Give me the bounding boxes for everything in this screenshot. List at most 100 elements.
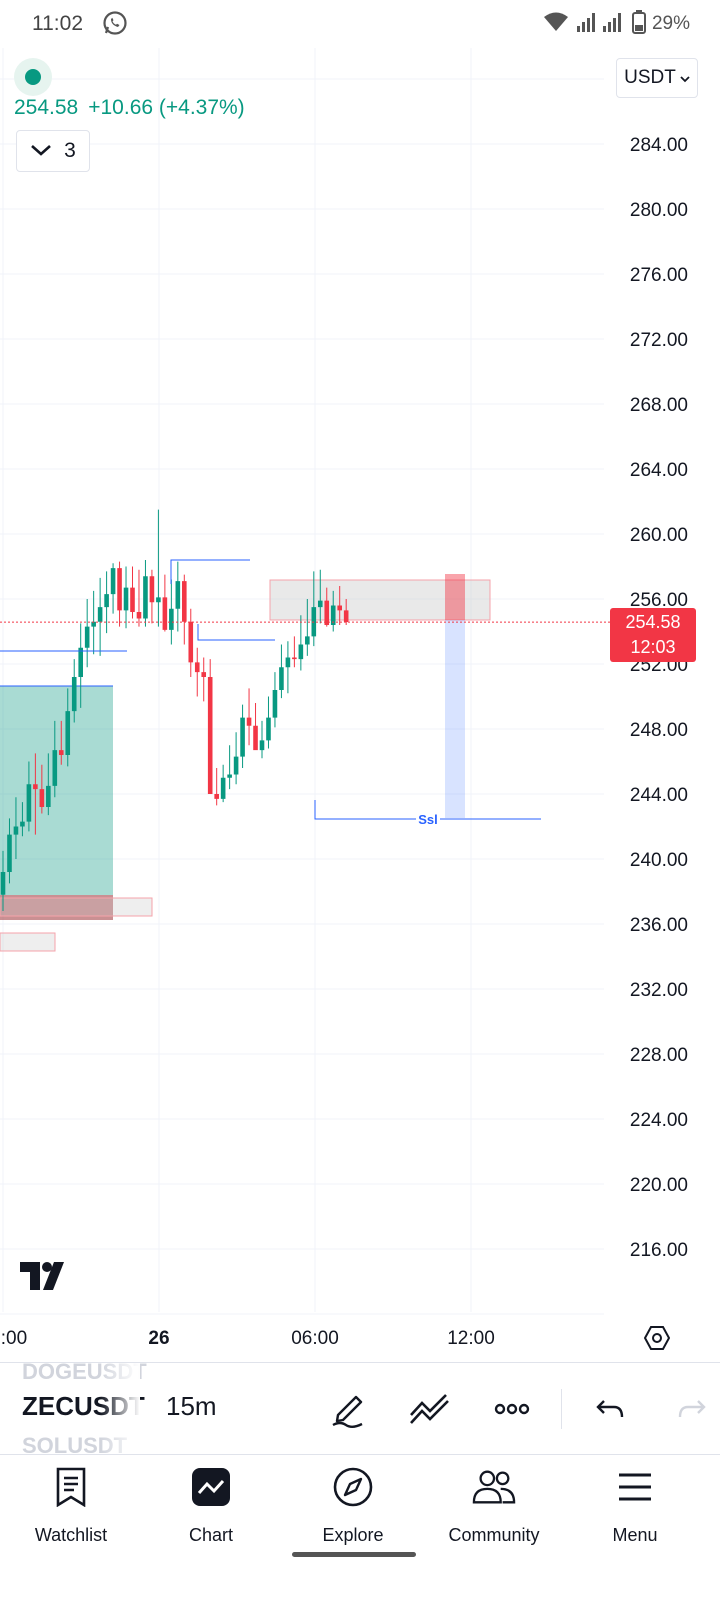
chart-settings-icon[interactable]	[643, 1325, 671, 1356]
short-stop-zone	[445, 574, 465, 620]
candle-up	[71, 677, 77, 712]
candle-up	[272, 690, 278, 718]
candle-up	[156, 597, 161, 603]
nav-community[interactable]: Community	[429, 1465, 559, 1555]
status-icons: 29%	[542, 9, 690, 39]
nav-chart[interactable]: Chart	[146, 1465, 276, 1555]
candle-up	[317, 600, 323, 608]
candle-down	[201, 672, 207, 677]
battery-icon	[631, 9, 646, 39]
tradingview-logo-icon[interactable]	[20, 1262, 74, 1295]
supply-zone-high	[269, 579, 491, 621]
ssl-label-bg	[416, 811, 440, 827]
nav-community-label: Community	[448, 1525, 540, 1545]
price-axis-label: 240.00	[630, 850, 688, 871]
candle-down	[136, 612, 142, 619]
indicators-count: 3	[64, 139, 76, 162]
level-line-mid	[197, 624, 275, 641]
status-time: 11:02	[32, 12, 83, 35]
candle-up	[91, 621, 96, 627]
legend-price-line: 254.58 +10.66 (+4.37%)	[14, 96, 255, 120]
status-bar: 11:02 29%	[0, 0, 720, 48]
candle-down	[130, 587, 135, 612]
candle-up	[26, 784, 32, 822]
ssl-label: Ssl	[418, 812, 438, 827]
redo-icon[interactable]	[670, 1387, 714, 1431]
currency-selector[interactable]: USDT	[616, 58, 698, 98]
undo-icon[interactable]	[588, 1387, 632, 1431]
candle-down	[33, 784, 38, 790]
price-axis-label: 276.00	[630, 265, 688, 286]
candle-up	[259, 740, 265, 751]
candle-down	[149, 576, 155, 603]
indicators-icon[interactable]	[408, 1387, 452, 1431]
whatsapp-icon	[102, 10, 128, 36]
toolbar-divider	[561, 1389, 562, 1429]
price-axis-label: 268.00	[630, 395, 688, 416]
last-price-tag: 254.58 12:03	[610, 608, 696, 662]
nav-explore[interactable]: Explore	[288, 1465, 418, 1555]
chart-toolbar: DOGEUSDT ZECUSDT SOLUSDT 15m	[0, 1359, 720, 1458]
candle-up	[13, 826, 19, 835]
candle-up	[20, 821, 25, 827]
candle-up	[0, 872, 6, 895]
candle-down	[214, 794, 219, 799]
time-axis-label: 12:00	[447, 1328, 495, 1349]
candle-up	[52, 750, 58, 786]
candle-up	[97, 607, 103, 622]
price-axis-label: 224.00	[630, 1110, 688, 1131]
chart-overlay: Ssl	[0, 559, 610, 827]
time-axis-label: 26	[148, 1328, 169, 1349]
wifi-icon	[542, 11, 570, 38]
supply-zone-lower	[0, 932, 56, 952]
currency-label: USDT	[624, 67, 676, 88]
price-axis-label: 256.00	[630, 590, 688, 611]
price-axis: 284.00 280.00 276.00 272.00 268.00 264.00 260.…	[630, 135, 688, 1261]
price-axis-label: 264.00	[630, 460, 688, 481]
community-icon	[472, 1465, 516, 1509]
signal-icon	[576, 11, 626, 38]
candle-down	[188, 621, 194, 663]
long-position-zone	[0, 686, 113, 920]
price-axis-label: 284.00	[630, 135, 688, 156]
battery-percent: 29%	[651, 13, 690, 34]
candle-up	[305, 636, 310, 645]
nav-menu[interactable]: Menu	[570, 1465, 700, 1555]
chart-zones	[0, 574, 491, 952]
price-axis-label: 220.00	[630, 1175, 688, 1196]
candle-down	[246, 717, 252, 726]
price-axis-label: 216.00	[630, 1240, 688, 1261]
candle-up	[46, 785, 51, 807]
time-axis: :00 26 06:00 12:00	[1, 1328, 495, 1349]
interval-selector[interactable]: 15m	[166, 1391, 217, 1421]
candle-up	[7, 834, 12, 872]
candle-up	[143, 576, 148, 619]
market-status-indicator[interactable]	[14, 58, 52, 96]
candle-up	[220, 777, 226, 799]
price-chart[interactable]: Ssl 284.00 280.00 276.00 272.00 268.00 264.00…	[0, 48, 720, 1388]
candle-up	[78, 647, 83, 677]
candle-up	[123, 587, 129, 611]
legend-change: +10.66 (+4.37%)	[88, 96, 245, 119]
candle-down	[117, 568, 122, 611]
candle-up	[266, 717, 271, 741]
candle-down	[58, 750, 64, 755]
price-axis-label: 272.00	[630, 330, 688, 351]
candle-up	[65, 711, 71, 755]
candle-up	[175, 581, 181, 609]
last-price-value: 254.58	[625, 612, 681, 632]
chart-grid	[0, 48, 604, 1315]
candle-down	[292, 657, 297, 660]
candle-down	[337, 605, 342, 611]
candle-down	[182, 581, 187, 622]
price-axis-label: 236.00	[630, 915, 688, 936]
more-options-icon[interactable]	[490, 1387, 534, 1431]
home-indicator[interactable]	[292, 1552, 416, 1557]
drawing-tools-icon[interactable]	[326, 1387, 370, 1431]
chart-area[interactable]: Ssl 284.00 280.00 276.00 272.00 268.00 264.00…	[0, 48, 720, 1388]
indicators-collapse-button[interactable]: 3	[16, 130, 90, 172]
nav-watchlist[interactable]: Watchlist	[6, 1465, 136, 1555]
candle-down	[324, 600, 330, 625]
candle-up	[279, 667, 284, 690]
watchlist-icon	[49, 1465, 93, 1509]
